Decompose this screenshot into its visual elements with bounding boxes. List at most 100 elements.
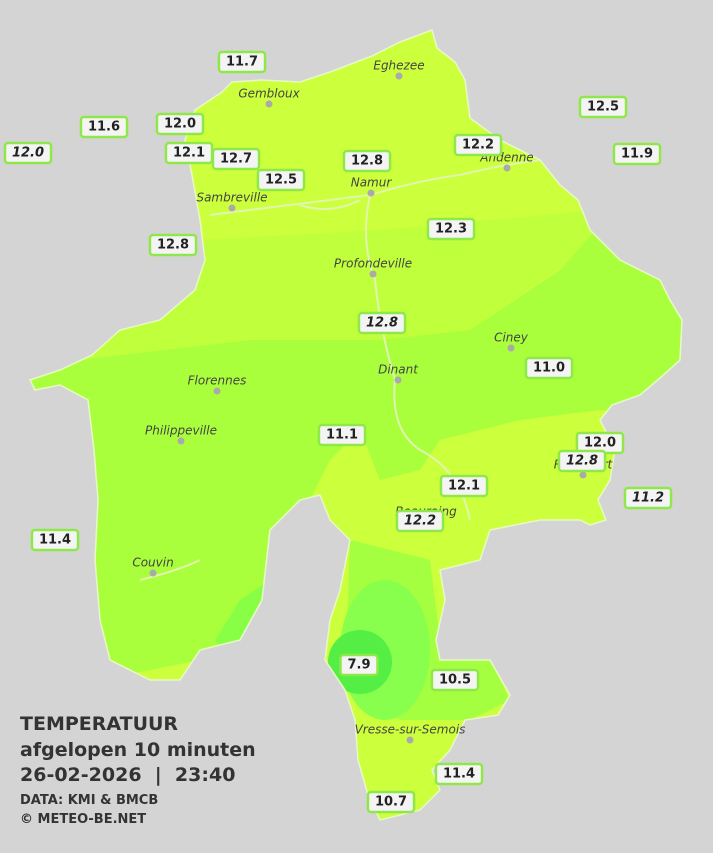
station: 12.8 bbox=[557, 449, 607, 473]
station-value: 11.2 bbox=[632, 491, 664, 506]
city-label: Namur bbox=[351, 176, 393, 190]
station: 12.8 bbox=[357, 311, 407, 335]
city-label: Gembloux bbox=[238, 87, 300, 101]
station: 12.3 bbox=[426, 217, 476, 241]
station: 12.5 bbox=[256, 168, 306, 192]
station: 10.5 bbox=[430, 668, 480, 692]
station: 11.4 bbox=[30, 528, 80, 552]
station-value: 12.0 bbox=[164, 117, 196, 132]
station-box bbox=[578, 95, 628, 119]
station-box bbox=[557, 449, 607, 473]
station-box bbox=[211, 147, 261, 171]
station-value: 12.1 bbox=[448, 479, 480, 494]
station-value: 12.5 bbox=[587, 100, 619, 115]
station-value: 11.0 bbox=[533, 361, 565, 376]
station: 12.2 bbox=[395, 509, 445, 533]
station: 12.5 bbox=[578, 95, 628, 119]
city-dot bbox=[395, 72, 403, 80]
station: 12.0 bbox=[575, 431, 625, 455]
station-value: 12.8 bbox=[366, 316, 398, 331]
zone-cool bbox=[30, 225, 682, 700]
station-box bbox=[155, 112, 205, 136]
city-label: Eghezee bbox=[373, 59, 424, 73]
station-box bbox=[30, 528, 80, 552]
city-dot bbox=[149, 569, 157, 577]
city-label: Ciney bbox=[494, 331, 529, 345]
station: 10.7 bbox=[366, 790, 416, 814]
city-label: Couvin bbox=[132, 556, 173, 570]
station-value: 12.8 bbox=[351, 154, 383, 169]
station-value: 11.1 bbox=[326, 428, 358, 443]
station-value: 11.6 bbox=[88, 120, 120, 135]
stations: 11.7 11.6 12.0 12.0 12.1 12.7 12.5 12.8 12.2 12.5… bbox=[3, 50, 673, 814]
station-value: 11.4 bbox=[39, 533, 71, 548]
station-value: 12.3 bbox=[435, 222, 467, 237]
city-label: Sambreville bbox=[196, 191, 267, 205]
station: 12.0 bbox=[3, 141, 53, 165]
station-value: 7.9 bbox=[347, 658, 370, 673]
city-dot bbox=[394, 376, 402, 384]
station-box bbox=[434, 762, 484, 786]
station-box bbox=[366, 790, 416, 814]
station-value: 10.5 bbox=[439, 673, 471, 688]
station: 12.0 bbox=[155, 112, 205, 136]
city-dot bbox=[228, 204, 236, 212]
station-value: 12.8 bbox=[566, 454, 598, 469]
station-box bbox=[439, 474, 489, 498]
station: 11.1 bbox=[317, 423, 367, 447]
station-value: 12.0 bbox=[584, 436, 616, 451]
city-dot bbox=[369, 270, 377, 278]
legend-copyright: © METEO-BE.NET bbox=[20, 812, 146, 827]
station-box bbox=[148, 233, 198, 257]
station-value: 11.9 bbox=[621, 147, 653, 162]
station: 7.9 bbox=[339, 653, 379, 677]
city-label: Philippeville bbox=[145, 424, 217, 438]
station-value: 12.5 bbox=[265, 173, 297, 188]
station: 11.2 bbox=[623, 486, 673, 510]
station-box bbox=[395, 509, 445, 533]
station-box bbox=[426, 217, 476, 241]
legend-timestamp: 26-02-2026 | 23:40 bbox=[20, 764, 235, 786]
station-box bbox=[3, 141, 53, 165]
station-value: 12.1 bbox=[173, 146, 205, 161]
station: 11.4 bbox=[434, 762, 484, 786]
station: 12.2 bbox=[453, 133, 503, 157]
station-value: 12.2 bbox=[404, 514, 436, 529]
station-box bbox=[339, 653, 379, 677]
station: 11.9 bbox=[612, 142, 662, 166]
station: 12.1 bbox=[164, 141, 214, 165]
station: 11.7 bbox=[217, 50, 267, 74]
station: 12.1 bbox=[439, 474, 489, 498]
station-box bbox=[524, 356, 574, 380]
station-box bbox=[453, 133, 503, 157]
station-box bbox=[217, 50, 267, 74]
station: 12.7 bbox=[211, 147, 261, 171]
station-value: 12.0 bbox=[12, 146, 44, 161]
station-box bbox=[612, 142, 662, 166]
city-dot bbox=[367, 189, 375, 197]
city-label: Dinant bbox=[378, 363, 419, 377]
city-dot bbox=[406, 736, 414, 744]
city-dot bbox=[265, 100, 273, 108]
station-value: 12.2 bbox=[462, 138, 494, 153]
legend-subtitle: afgelopen 10 minuten bbox=[20, 739, 256, 761]
city-label: Profondeville bbox=[334, 257, 412, 271]
station: 11.6 bbox=[79, 115, 129, 139]
city-dot bbox=[177, 437, 185, 445]
station-box bbox=[430, 668, 480, 692]
city-dot bbox=[579, 471, 587, 479]
station-value: 10.7 bbox=[375, 795, 407, 810]
city-dot bbox=[507, 344, 515, 352]
station: 12.8 bbox=[342, 149, 392, 173]
zone-mid bbox=[30, 200, 682, 370]
station-box bbox=[623, 486, 673, 510]
station-value: 12.8 bbox=[157, 238, 189, 253]
legend-title: TEMPERATUUR bbox=[20, 713, 178, 735]
city-label: Florennes bbox=[188, 374, 247, 388]
station-box bbox=[317, 423, 367, 447]
station-box bbox=[342, 149, 392, 173]
city-label: Vresse-sur-Semois bbox=[355, 723, 466, 737]
station: 11.0 bbox=[524, 356, 574, 380]
station-box bbox=[79, 115, 129, 139]
